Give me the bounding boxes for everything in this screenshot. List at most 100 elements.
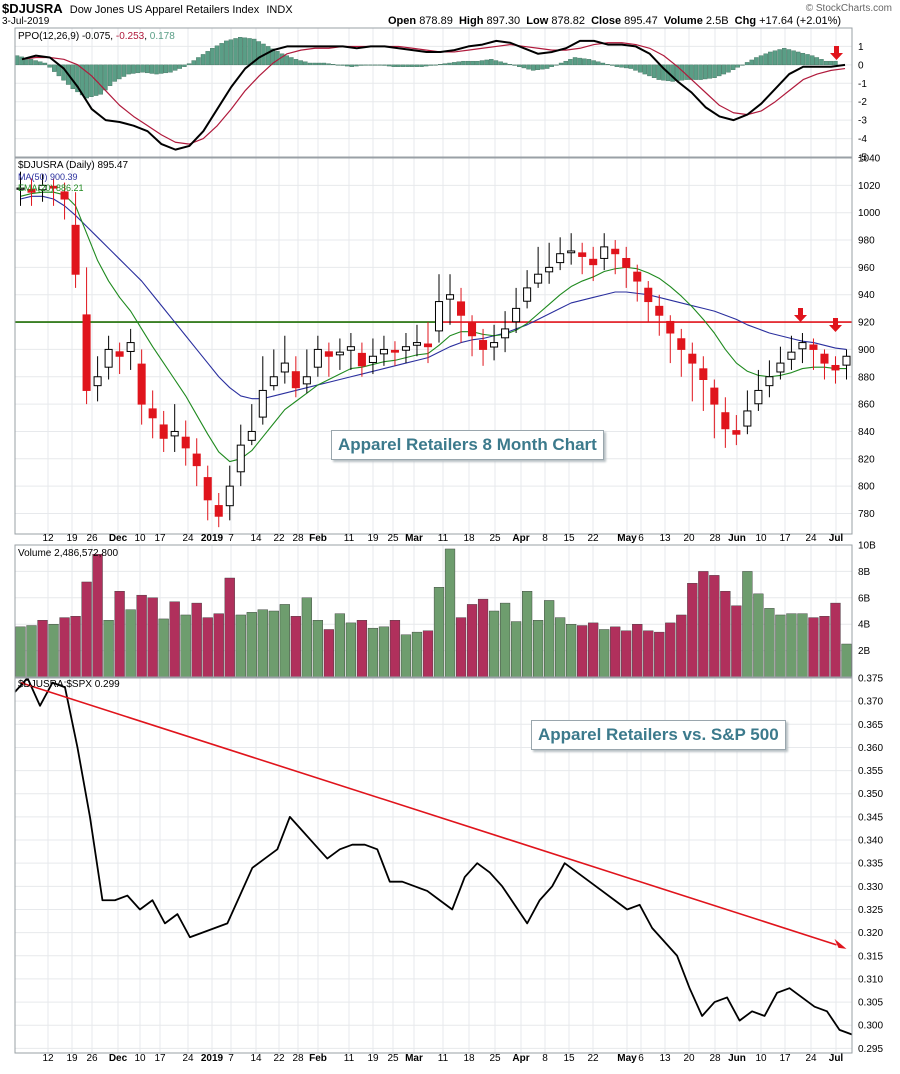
high-label: High (458, 15, 484, 27)
price-candle-body (379, 348, 388, 355)
ppo-histogram-bar (805, 54, 810, 66)
ppo-histogram-bar (507, 64, 513, 66)
ppo-histogram-bar (265, 46, 271, 66)
volume-bar (466, 604, 478, 678)
ppo-histogram-bar (182, 64, 187, 67)
ppo-histogram-bar (693, 64, 699, 80)
volume-bar (48, 624, 59, 678)
volume-bar (775, 614, 786, 678)
ppo-histogram-bar (716, 64, 722, 77)
ppo-histogram-bar (214, 45, 220, 66)
x-tick-label: 11 (344, 1053, 355, 1064)
price-candle-body (457, 301, 466, 316)
chg-label: Chg (734, 15, 757, 27)
ppo-histogram-bar (512, 64, 517, 66)
volume-bar (15, 626, 26, 678)
ppo-legend-label: PPO(12,26,9) (18, 31, 80, 42)
price-legend: $DJUSRA (Daily) 895.47 (18, 160, 129, 171)
ppo-histogram-bar (577, 57, 582, 66)
volume-bar (257, 609, 268, 678)
ppo-histogram-bar (833, 60, 838, 66)
volume-bar (819, 616, 830, 678)
ppo-histogram-bar (740, 64, 745, 66)
price-candle-body (622, 257, 631, 268)
price-candle-body (38, 184, 47, 191)
panel-frame-vol (14, 544, 853, 678)
ratio-y-tick-label: 0.300 (858, 1021, 883, 1032)
ppo-histogram-bar (126, 64, 131, 75)
price-y-tick-label: 800 (858, 482, 875, 493)
ratio-y-tick-label: 0.350 (858, 789, 883, 800)
ppo-y-tick-label: 1 (858, 42, 864, 53)
ppo-histogram-bar (484, 59, 489, 66)
ratio-legend: $DJUSRA:$SPX 0.299 (18, 679, 120, 690)
ppo-histogram-bar (563, 60, 568, 66)
ppo-histogram-bar (465, 60, 471, 66)
ppo-histogram-bar (637, 64, 643, 73)
price-candle-body (126, 342, 135, 352)
ppo-histogram-bar (619, 64, 624, 68)
ppo-histogram-bar (368, 64, 373, 66)
ppo-histogram-bar (642, 64, 648, 75)
ppo-histogram-bar (419, 64, 424, 67)
volume-bar (59, 617, 70, 678)
panel-frame-ppo (14, 27, 853, 158)
low-label: Low (526, 15, 549, 27)
ppo-histogram-bar (456, 61, 462, 66)
price-candle-body (611, 248, 620, 255)
ppo-histogram-bar (224, 40, 229, 66)
ratio-y-tick-label: 0.365 (858, 720, 883, 731)
ppo-histogram-bar (503, 62, 508, 66)
ppo-histogram-bar (610, 64, 615, 66)
ppo-histogram-bar (558, 62, 564, 66)
ppo-histogram-bar (544, 64, 550, 69)
price-candle-body (842, 355, 851, 366)
header-symbol: $DJUSRA (2, 1, 63, 16)
price-candle-body (225, 485, 234, 507)
ratio-y-tick-label: 0.305 (858, 998, 883, 1009)
ppo-histogram-bar (414, 64, 420, 67)
volume-bar (411, 631, 423, 678)
volume-bar (444, 548, 456, 678)
ppo-histogram-bar (303, 61, 308, 66)
x-tick-label: 11 (438, 533, 449, 544)
price-candle-body (798, 342, 807, 350)
volume-bar (577, 625, 588, 678)
ppo-histogram-bar (521, 64, 527, 69)
ppo-histogram-bar (363, 64, 369, 66)
ratio-trendline (20, 681, 837, 946)
ppo-histogram-bar (121, 64, 127, 77)
ppo-histogram-bar (372, 64, 378, 66)
ppo-histogram-bar (763, 53, 768, 66)
ppo-histogram-bar (186, 63, 192, 66)
price-candle-body (600, 246, 609, 259)
price-candle-body (368, 355, 377, 363)
x-tick-label: 26 (86, 533, 98, 544)
ema20-legend: EMA(20) 886.21 (18, 183, 84, 193)
volume-bar (202, 617, 213, 678)
volume-bar (830, 602, 841, 678)
price-candle-body (192, 453, 201, 467)
ppo-histogram-bar (735, 64, 741, 68)
volume-label: Volume (663, 15, 703, 27)
volume-bar (268, 610, 279, 678)
volume-bar (235, 614, 246, 678)
volume-bar (753, 593, 764, 678)
ppo-histogram-bar (782, 48, 787, 66)
ppo-histogram-bar (475, 60, 480, 66)
x-tick-label: 28 (709, 1053, 721, 1064)
ppo-histogram-bar (382, 64, 387, 66)
ppo-histogram-bar (437, 64, 443, 66)
x-tick-label: 25 (489, 1053, 501, 1064)
ppo-histogram-bar (386, 64, 392, 67)
price-candle-body (159, 424, 168, 439)
volume-bar (213, 613, 224, 678)
x-tick-label: 28 (709, 533, 721, 544)
x-tick-label: Apr (512, 1053, 529, 1064)
volume-bar (555, 617, 566, 678)
x-tick-label: May (617, 533, 637, 544)
ppo-histogram-bar (726, 64, 731, 73)
volume-bar (70, 616, 81, 678)
x-tick-label: 14 (250, 1053, 262, 1064)
